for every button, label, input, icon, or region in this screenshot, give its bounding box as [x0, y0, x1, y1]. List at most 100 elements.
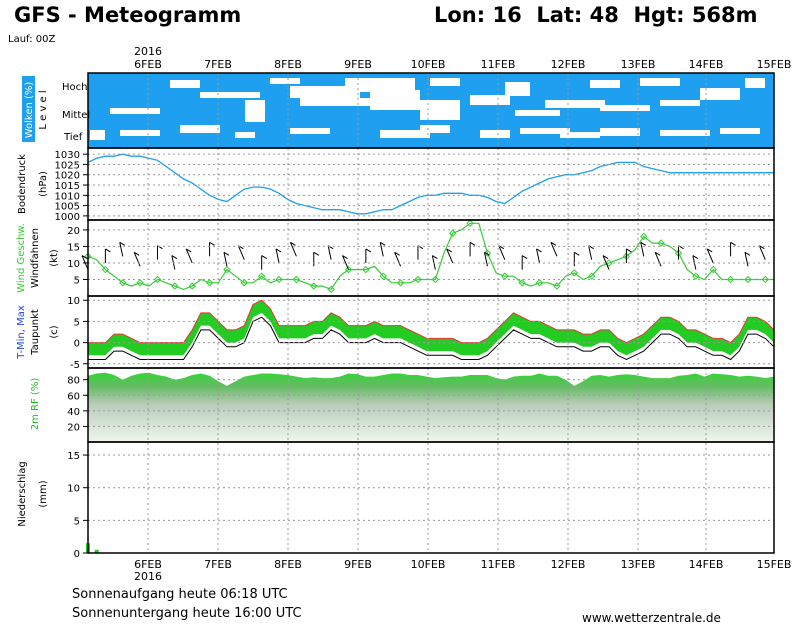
source-text: www.wetterzentrale.de — [582, 611, 721, 625]
cloud-ylabel2: L e v e l — [38, 90, 49, 129]
wind-ylabel: Wind Geschw. — [16, 223, 27, 293]
wind-speed-point — [483, 249, 492, 257]
date-label-bottom: 14FEB — [689, 558, 724, 571]
clear-sky-patch — [290, 128, 330, 134]
wind-barb — [261, 255, 267, 270]
temp-ylabel: T-Min, Max — [16, 305, 27, 360]
wind-barb — [417, 245, 424, 260]
wind-barb — [223, 251, 230, 267]
wind-barb — [469, 241, 476, 257]
wind-barb — [550, 241, 558, 257]
wind-speed-point — [257, 272, 266, 280]
wind-speed-point — [101, 265, 110, 274]
wind-unit: (kt) — [49, 249, 60, 267]
dewpoint-line — [88, 316, 775, 361]
wind-barb — [133, 251, 141, 267]
clear-sky-patch — [170, 80, 200, 88]
model-run: Lauf: 00Z — [8, 34, 55, 45]
clear-sky-patch — [590, 80, 620, 88]
temperature-band — [88, 300, 774, 356]
wind-barb — [498, 245, 506, 260]
wind-speed-point — [275, 275, 283, 284]
y-tick-label: 1000 — [55, 212, 80, 223]
clear-sky-patch — [380, 130, 430, 138]
wind-speed-point — [449, 229, 457, 237]
panel-frame-pressure — [87, 147, 775, 221]
top-date-labels: 6FEB 7FEB 8FEB 9FEB 10FEB 11FEB 12FEB 13FEB 14FE… — [134, 58, 791, 71]
wind-speed-point — [379, 272, 387, 280]
wind-barb — [119, 241, 125, 257]
year-label-bottom: 2016 — [134, 570, 162, 583]
wind-speed-point — [605, 259, 613, 267]
wind-barb — [602, 255, 610, 270]
wind-barb — [379, 241, 386, 257]
clear-sky-patch — [720, 128, 760, 134]
wind-speed-point — [553, 282, 561, 290]
wind-speed-point — [744, 275, 752, 284]
wind-speed-point — [622, 252, 631, 261]
cloud-ylabel: Wolken (%) — [24, 82, 35, 139]
wind-barb — [521, 255, 528, 270]
clear-sky-patch — [600, 128, 640, 136]
clear-sky-patch — [660, 130, 710, 136]
wind-speed-point — [205, 279, 214, 287]
date-label-bottom: 7FEB — [204, 558, 232, 571]
clear-sky-patch — [300, 98, 380, 106]
wind-speed-point — [692, 272, 700, 280]
clear-sky-patch — [515, 110, 560, 116]
date-label-top: 11FEB — [481, 58, 516, 71]
temp-ylabel2: Taupunkt — [30, 309, 41, 356]
rh-ylabel: 2m RF (%) — [30, 378, 41, 431]
year-label-top: 2016 — [134, 45, 162, 58]
wind-barb — [327, 245, 334, 260]
wind-barb — [446, 248, 454, 264]
date-label-top: 8FEB — [274, 58, 302, 71]
wind-speed-point — [657, 239, 665, 247]
date-label-bottom: 15FEB — [757, 558, 792, 571]
pressure-ylabel2: (hPa) — [38, 171, 49, 197]
date-label-top: 12FEB — [551, 58, 586, 71]
date-label-bottom: 9FEB — [344, 558, 372, 571]
wind-speed-point — [119, 279, 127, 287]
wind-barb — [342, 255, 349, 270]
clear-sky-patch — [420, 125, 450, 133]
wind-speed-point — [240, 279, 249, 287]
date-label-bottom: 6FEB — [134, 558, 162, 571]
y-tick-label: 15 — [67, 451, 80, 462]
y-tick-label: 1005 — [55, 202, 80, 213]
clear-sky-patch — [245, 100, 265, 122]
wind-speed-point — [640, 232, 648, 241]
y-tick-label: 1015 — [55, 181, 80, 192]
wind-speed-point — [587, 272, 596, 280]
clear-sky-patch — [745, 78, 765, 88]
clear-sky-patch — [430, 78, 460, 86]
y-tick-label: 10 — [67, 259, 80, 270]
wind-speed-point — [414, 275, 422, 284]
y-tick-label: 5 — [74, 275, 80, 286]
wind-speed-point — [136, 279, 144, 287]
wind-speed-point — [674, 249, 683, 257]
wind-barb — [104, 248, 111, 263]
clear-sky-patch — [520, 128, 570, 134]
level-hoch: Hoch — [62, 82, 87, 93]
y-tick-label: 80 — [67, 376, 80, 387]
clear-sky-patch — [110, 108, 160, 114]
wind-barb — [640, 241, 647, 257]
wind-barb — [625, 248, 632, 263]
wind-speed-point — [466, 219, 474, 228]
wind-barb — [536, 248, 542, 264]
clear-sky-patch — [420, 100, 460, 120]
y-tick-label: 15 — [67, 242, 80, 253]
date-label-bottom: 11FEB — [481, 558, 516, 571]
y-tick-label: -5 — [70, 360, 80, 371]
pressure-line — [87, 153, 774, 215]
clear-sky-patch — [270, 78, 300, 84]
clear-sky-patch — [640, 78, 680, 86]
wind-barb — [209, 241, 215, 257]
clear-sky-patch — [545, 100, 605, 108]
sunrise-text: Sonnenaufgang heute 06:18 UTC — [72, 587, 288, 602]
wind-barb — [275, 248, 282, 264]
wind-barb — [730, 241, 736, 257]
panel-frame-precipitation — [87, 441, 775, 554]
wind-barb — [185, 248, 193, 264]
